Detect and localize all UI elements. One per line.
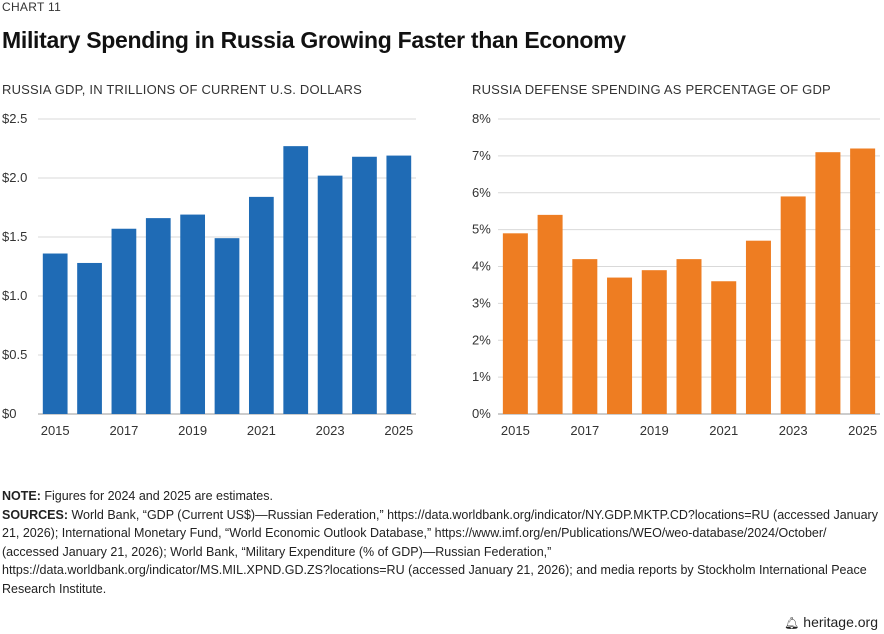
defense-y-tick-label: 1% xyxy=(472,369,491,384)
gdp-x-tick-label: 2025 xyxy=(384,423,413,438)
gdp-bar-2024 xyxy=(352,156,377,414)
defense-y-tick-label: 3% xyxy=(472,295,491,310)
defense-x-tick-label: 2019 xyxy=(640,423,669,438)
gdp-bar-2018 xyxy=(145,218,171,414)
sources-text: World Bank, “GDP (Current US$)—Russian F… xyxy=(2,507,878,596)
defense-bar-2024 xyxy=(815,152,841,414)
defense-bar-2015 xyxy=(502,233,528,414)
defense-y-tick-label: 6% xyxy=(472,185,491,200)
defense-y-tick-label: 0% xyxy=(472,406,491,421)
note-text: Figures for 2024 and 2025 are estimates. xyxy=(40,489,273,503)
gdp-y-tick-label: $0.5 xyxy=(2,347,27,362)
defense-bar-2022 xyxy=(745,240,771,414)
gdp-bar-2020 xyxy=(214,238,240,414)
brand-text: heritage.org xyxy=(803,614,878,630)
defense-y-tick-label: 7% xyxy=(472,148,491,163)
defense-x-tick-label: 2025 xyxy=(848,423,877,438)
defense-x-tick-label: 2021 xyxy=(709,423,738,438)
gdp-bar-2017 xyxy=(111,228,137,414)
defense-y-tick-label: 5% xyxy=(472,222,491,237)
gdp-y-tick-label: $2.0 xyxy=(2,170,27,185)
defense-y-tick-label: 8% xyxy=(472,111,491,126)
gdp-bar-2021 xyxy=(248,196,274,414)
defense-bar-2018 xyxy=(607,277,633,414)
defense-bar-2016 xyxy=(537,214,563,414)
defense-x-tick-label: 2015 xyxy=(501,423,530,438)
gdp-y-tick-label: $1.5 xyxy=(2,229,27,244)
bell-icon: 🔔︎ xyxy=(784,616,800,630)
defense-chart-subtitle: RUSSIA DEFENSE SPENDING AS PERCENTAGE OF… xyxy=(472,82,831,97)
gdp-x-tick-label: 2017 xyxy=(109,423,138,438)
gdp-x-tick-label: 2023 xyxy=(316,423,345,438)
defense-bar-2019 xyxy=(641,270,667,414)
gdp-bar-2019 xyxy=(180,214,206,414)
defense-bar-2025 xyxy=(850,148,876,414)
gdp-bar-2016 xyxy=(77,262,102,414)
sources-label: SOURCES: xyxy=(2,507,68,522)
gdp-y-tick-label: $2.5 xyxy=(2,111,27,126)
gdp-x-tick-label: 2021 xyxy=(247,423,276,438)
gdp-bar-2023 xyxy=(317,175,343,414)
defense-bar-2023 xyxy=(780,196,806,414)
defense-y-tick-label: 4% xyxy=(472,259,491,274)
defense-bar-chart: 0% 1% 2% 3% 4% 5% 6% 7% 8% 2015 2017 2019 2021 2023 20… xyxy=(472,111,880,438)
defense-x-tick-label: 2023 xyxy=(779,423,808,438)
gdp-y-tick-label: $0 xyxy=(2,406,16,421)
gdp-bar-2025 xyxy=(386,155,412,414)
defense-bar-2021 xyxy=(711,281,737,414)
gdp-bar-2015 xyxy=(42,253,68,414)
gdp-chart-subtitle: RUSSIA GDP, IN TRILLIONS OF CURRENT U.S.… xyxy=(2,82,362,97)
gdp-x-tick-label: 2019 xyxy=(178,423,207,438)
note-label: NOTE: xyxy=(2,489,41,503)
defense-bar-2017 xyxy=(572,259,598,414)
gdp-y-tick-label: $1.0 xyxy=(2,288,27,303)
defense-bar-2020 xyxy=(676,259,702,414)
defense-y-tick-label: 2% xyxy=(472,332,491,347)
chart-number-label: CHART 11 xyxy=(2,0,62,14)
footnotes: NOTE: Figures for 2024 and 2025 are esti… xyxy=(2,487,880,598)
gdp-bar-chart: $0 $0.5 $1.0 $1.5 $2.0 $2.5 2015 2017 2019 2021 20… xyxy=(2,111,416,438)
chart-title: Military Spending in Russia Growing Fast… xyxy=(2,27,626,53)
defense-x-tick-label: 2017 xyxy=(570,423,599,438)
gdp-bar-2022 xyxy=(283,146,309,414)
brand-footer[interactable]: 🔔︎ heritage.org xyxy=(784,614,878,630)
gdp-x-tick-label: 2015 xyxy=(41,423,70,438)
